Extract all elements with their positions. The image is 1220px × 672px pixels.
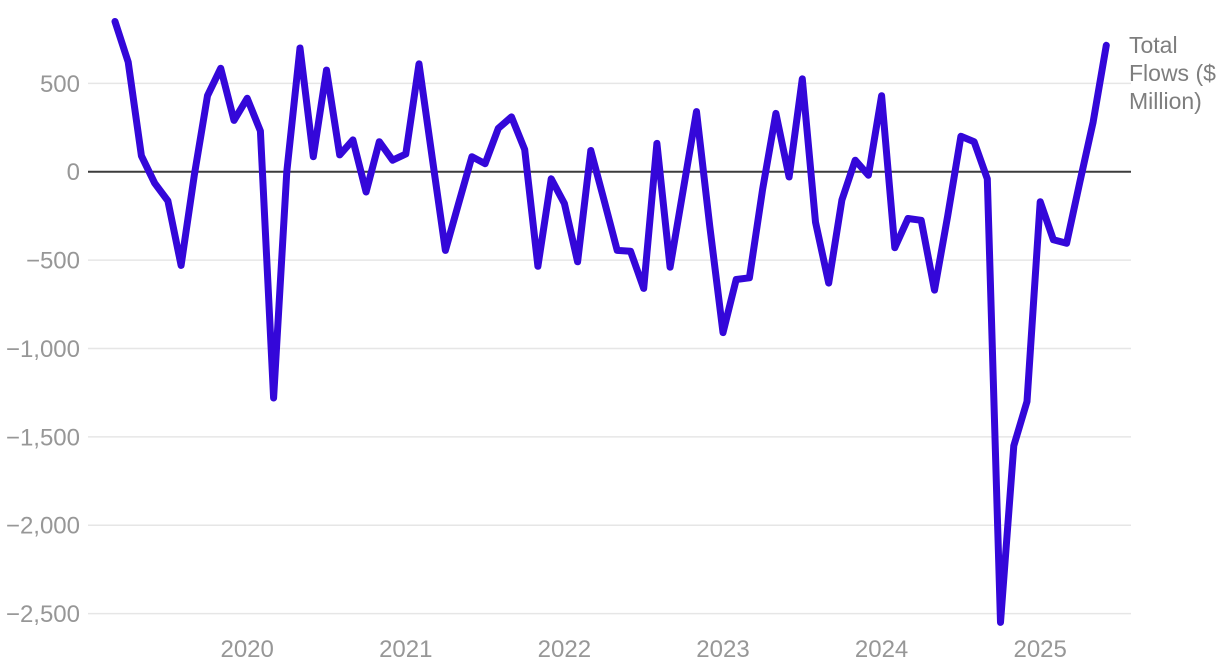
y-axis-tick-label: 500: [40, 71, 80, 98]
x-axis-tick-label: 2022: [538, 636, 591, 663]
x-axis-tick-label: 2021: [379, 636, 432, 663]
flows-series-line: [111, 18, 1110, 626]
y-axis-tick-label: −1,500: [6, 424, 80, 451]
legend-total-flows: Total Flows ($ Million): [1129, 32, 1216, 115]
x-axis-tick-label: 2025: [1013, 636, 1066, 663]
x-axis-tick-label: 2020: [220, 636, 273, 663]
y-axis-tick-label: −2,500: [6, 601, 80, 628]
x-axis-tick-label: 2023: [696, 636, 749, 663]
y-axis-tick-label: −2,000: [6, 513, 80, 540]
y-axis-tick-label: −1,000: [6, 336, 80, 363]
y-axis-tick-label: 0: [67, 159, 80, 186]
y-axis-tick-label: −500: [26, 248, 80, 275]
x-axis-tick-label: 2024: [855, 636, 908, 663]
